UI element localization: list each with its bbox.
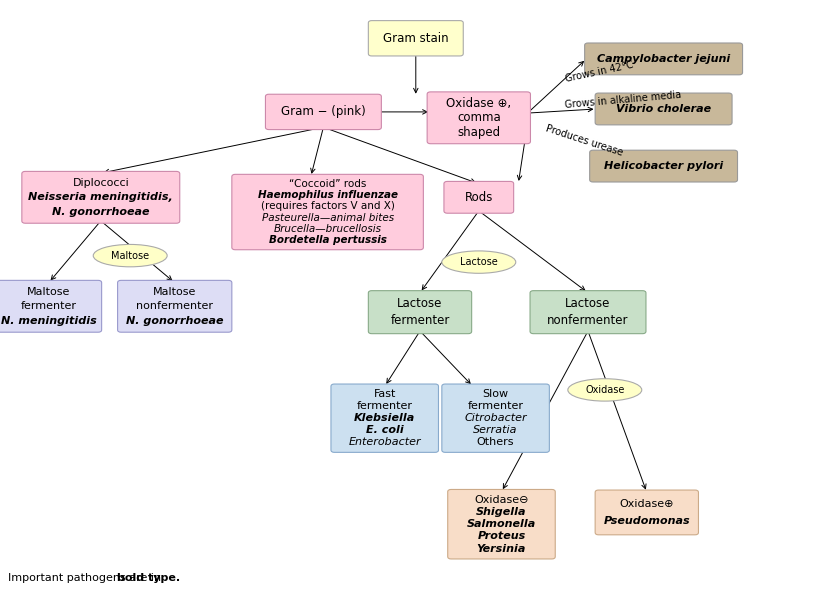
Text: Oxidase: Oxidase [585, 385, 624, 395]
Text: Bordetella pertussis: Bordetella pertussis [269, 235, 386, 245]
FancyBboxPatch shape [0, 280, 102, 332]
Text: Campylobacter jejuni: Campylobacter jejuni [597, 54, 730, 64]
Text: Lactose: Lactose [397, 297, 443, 310]
Text: Grows in alkaline media: Grows in alkaline media [564, 90, 682, 110]
Text: Pasteurella—animal bites: Pasteurella—animal bites [261, 213, 394, 223]
FancyBboxPatch shape [444, 181, 514, 213]
Text: Gram − (pink): Gram − (pink) [281, 105, 365, 118]
Text: Enterobacter: Enterobacter [349, 437, 421, 447]
Text: Pseudomonas: Pseudomonas [603, 516, 690, 526]
Text: fermenter: fermenter [357, 401, 412, 411]
Text: Others: Others [477, 437, 514, 447]
FancyBboxPatch shape [530, 291, 646, 333]
Text: Oxidase ⊕,: Oxidase ⊕, [446, 97, 512, 110]
Text: nonfermenter: nonfermenter [136, 302, 213, 311]
Text: fermenter: fermenter [468, 401, 523, 411]
Text: Maltose: Maltose [27, 287, 71, 297]
Ellipse shape [93, 244, 167, 267]
Text: Citrobacter: Citrobacter [465, 413, 527, 423]
Text: Grows in 42°C: Grows in 42°C [564, 59, 634, 84]
Text: Maltose: Maltose [153, 287, 197, 297]
Text: nonfermenter: nonfermenter [547, 314, 629, 327]
FancyBboxPatch shape [331, 384, 438, 452]
Text: N. meningitidis: N. meningitidis [1, 316, 97, 326]
FancyBboxPatch shape [428, 92, 531, 144]
Text: shaped: shaped [457, 125, 501, 138]
FancyBboxPatch shape [265, 94, 381, 130]
Text: bold type.: bold type. [118, 573, 181, 583]
Text: Proteus: Proteus [477, 531, 526, 541]
Text: Neisseria meningitidis,: Neisseria meningitidis, [29, 193, 173, 202]
Text: (requires factors V and X): (requires factors V and X) [260, 201, 395, 211]
Text: Fast: Fast [374, 389, 396, 399]
Text: Produces urease: Produces urease [544, 123, 624, 157]
FancyBboxPatch shape [368, 21, 464, 56]
Text: N. gonorrhoeae: N. gonorrhoeae [126, 316, 223, 326]
FancyBboxPatch shape [442, 384, 549, 452]
Text: Brucella—brucellosis: Brucella—brucellosis [274, 224, 381, 234]
Text: Lactose: Lactose [565, 297, 611, 310]
Text: Shigella: Shigella [476, 507, 527, 517]
FancyBboxPatch shape [22, 171, 180, 223]
Text: Rods: Rods [465, 191, 493, 204]
Text: Lactose: Lactose [460, 257, 497, 267]
Text: Yersinia: Yersinia [477, 544, 526, 554]
Text: Diplococci: Diplococci [72, 178, 129, 188]
Text: E. coli: E. coli [366, 425, 403, 435]
FancyBboxPatch shape [590, 150, 738, 182]
Text: Klebsiella: Klebsiella [354, 413, 415, 423]
Text: Maltose: Maltose [111, 251, 150, 260]
Text: Haemophilus influenzae: Haemophilus influenzae [258, 190, 397, 200]
FancyBboxPatch shape [448, 489, 555, 559]
Text: Salmonella: Salmonella [467, 519, 536, 529]
Text: Gram stain: Gram stain [383, 32, 449, 45]
Text: Slow: Slow [482, 389, 509, 399]
Text: Serratia: Serratia [474, 425, 517, 435]
Text: Oxidase⊕: Oxidase⊕ [620, 499, 674, 509]
Text: fermenter: fermenter [391, 314, 449, 327]
Ellipse shape [442, 251, 516, 273]
FancyBboxPatch shape [595, 93, 732, 125]
Text: fermenter: fermenter [21, 302, 76, 311]
Text: Helicobacter pylori: Helicobacter pylori [604, 161, 723, 171]
FancyBboxPatch shape [368, 291, 472, 333]
FancyBboxPatch shape [118, 280, 232, 332]
Text: “Coccoid” rods: “Coccoid” rods [289, 179, 366, 189]
FancyBboxPatch shape [595, 490, 699, 535]
Text: Important pathogens are in: Important pathogens are in [8, 573, 165, 583]
Text: Oxidase⊖: Oxidase⊖ [475, 495, 528, 505]
Text: comma: comma [457, 111, 501, 124]
Ellipse shape [568, 379, 642, 401]
FancyBboxPatch shape [232, 174, 423, 250]
Text: N. gonorrhoeae: N. gonorrhoeae [52, 207, 150, 217]
Text: Vibrio cholerae: Vibrio cholerae [616, 104, 711, 114]
FancyBboxPatch shape [585, 43, 743, 75]
